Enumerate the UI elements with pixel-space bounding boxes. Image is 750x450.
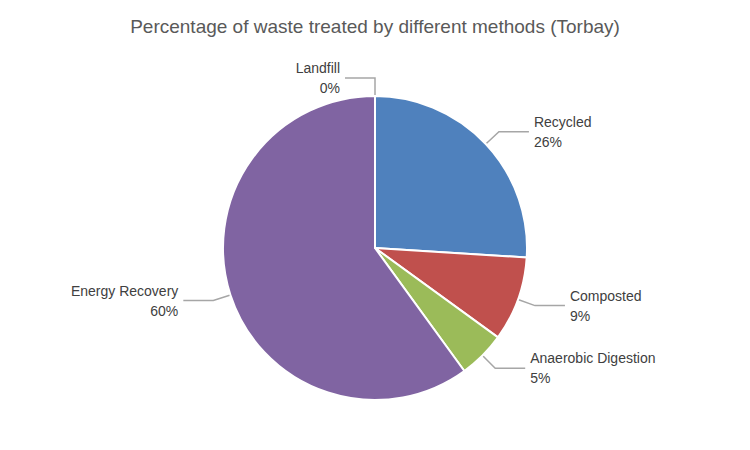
- svg-text:Recycled: Recycled: [534, 114, 592, 130]
- svg-text:26%: 26%: [534, 134, 562, 150]
- svg-text:Composted: Composted: [570, 288, 642, 304]
- svg-text:Anaerobic Digestion: Anaerobic Digestion: [530, 350, 655, 366]
- svg-text:9%: 9%: [570, 308, 590, 324]
- svg-text:Energy Recovery: Energy Recovery: [71, 283, 178, 299]
- svg-text:Landfill: Landfill: [296, 60, 340, 76]
- svg-text:60%: 60%: [150, 303, 178, 319]
- svg-text:Percentage of waste treated by: Percentage of waste treated by different…: [130, 16, 620, 37]
- svg-text:5%: 5%: [530, 370, 550, 386]
- svg-text:0%: 0%: [320, 80, 340, 96]
